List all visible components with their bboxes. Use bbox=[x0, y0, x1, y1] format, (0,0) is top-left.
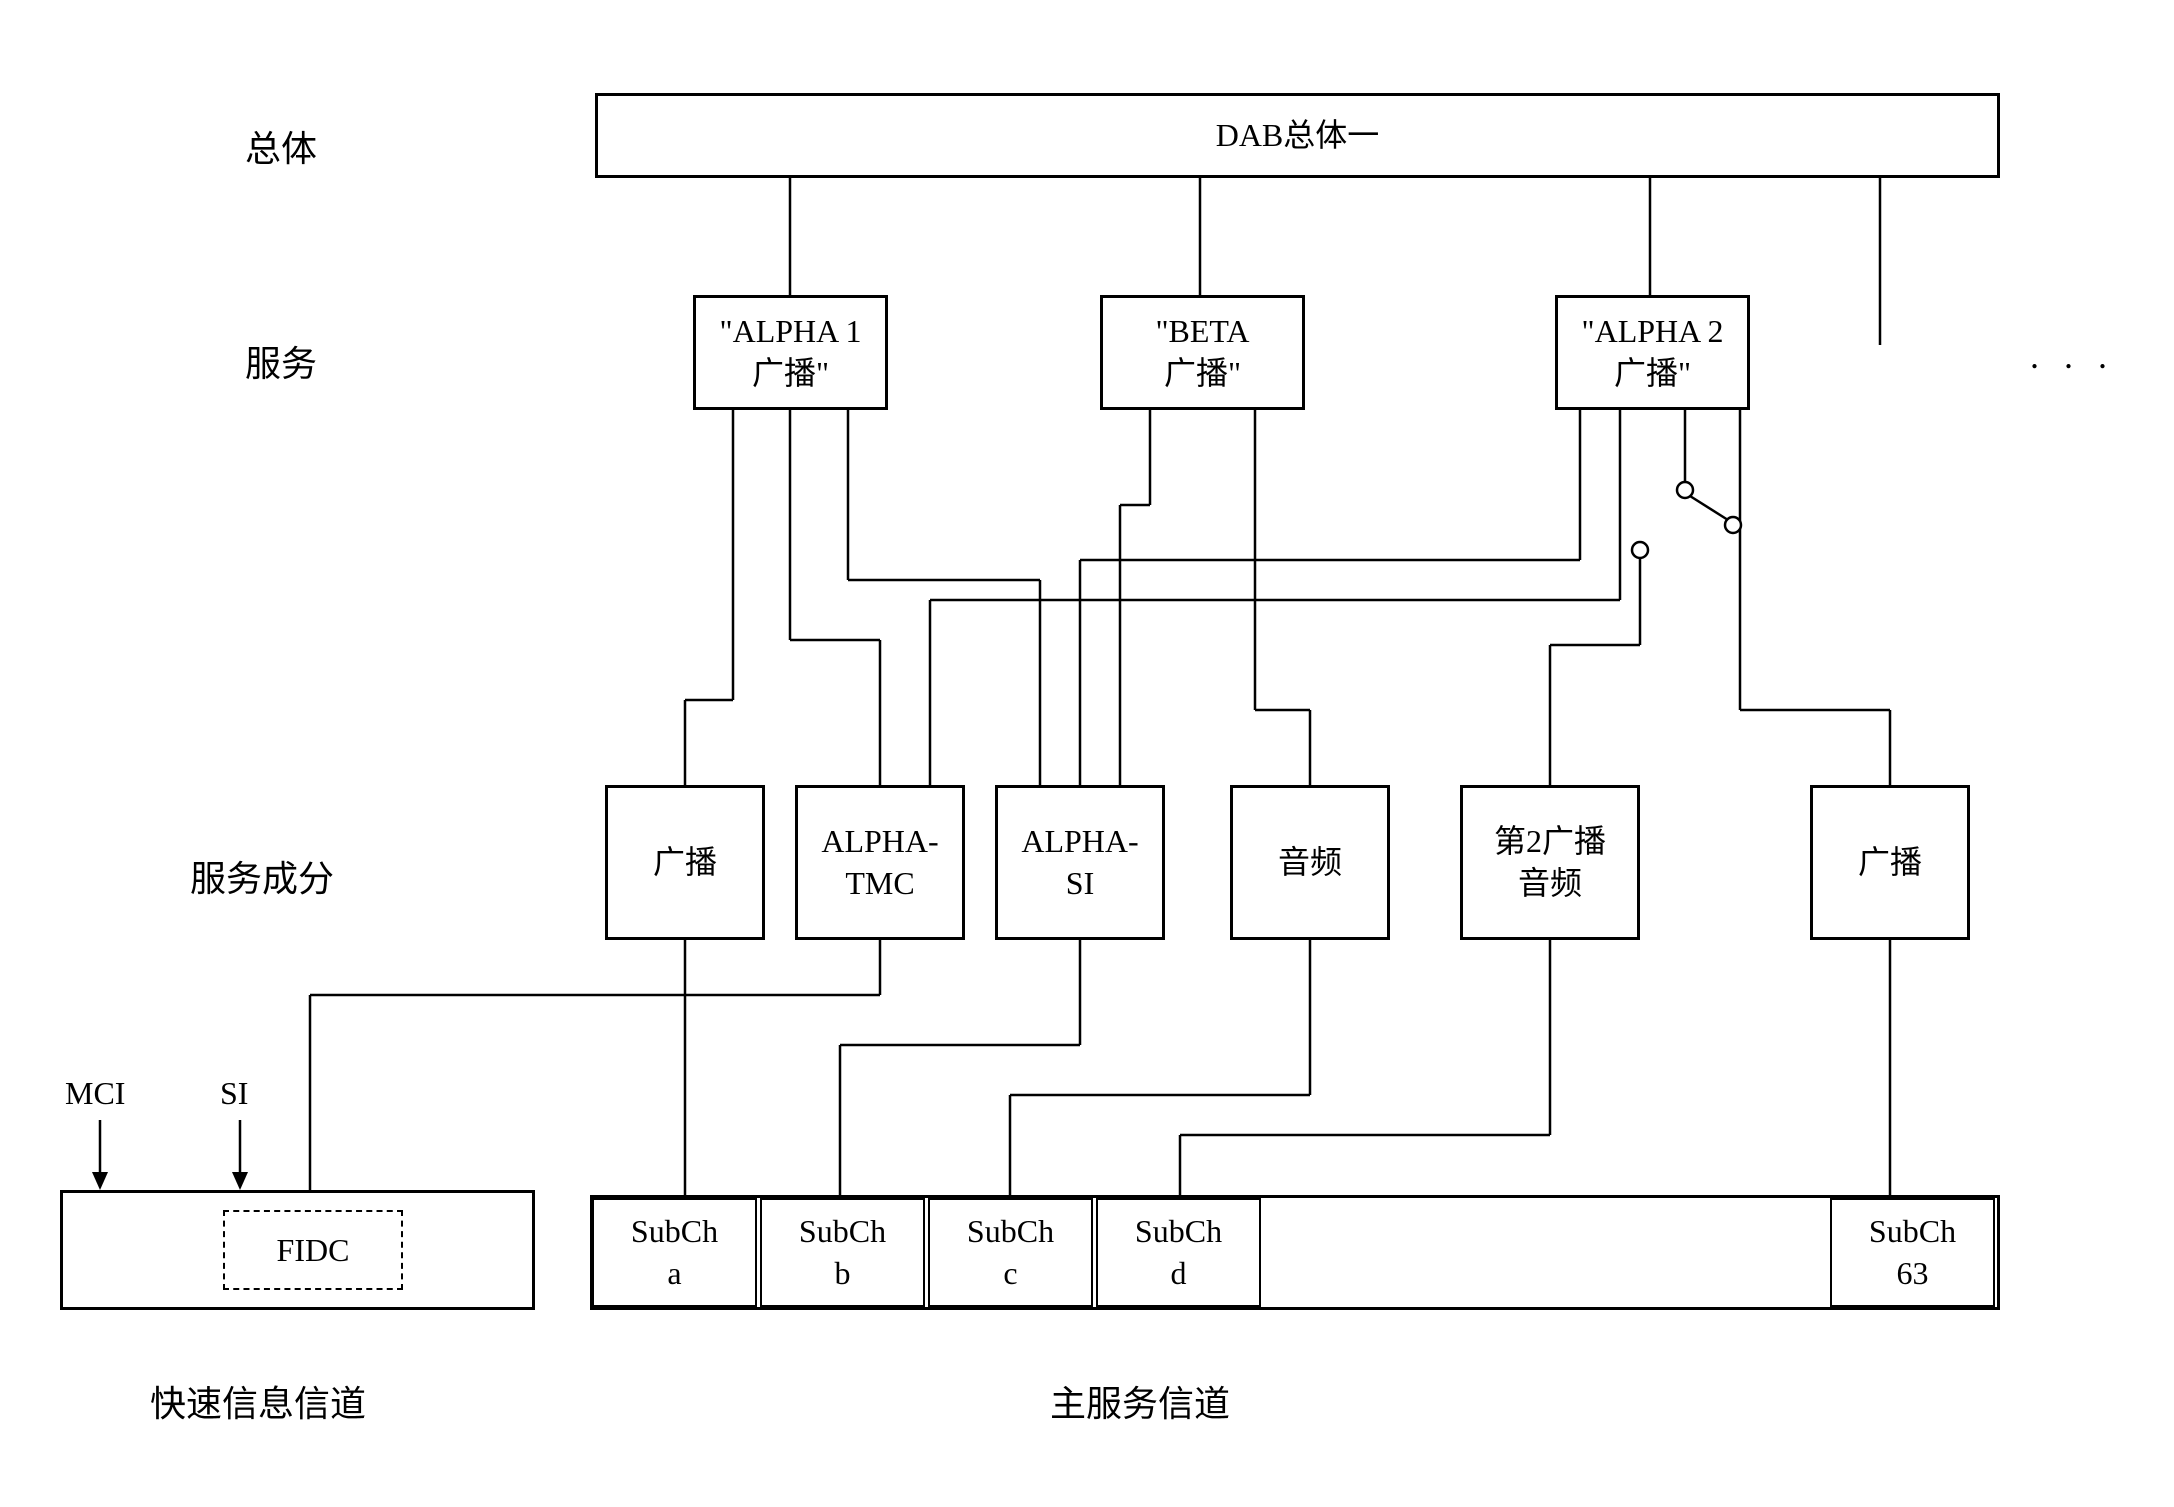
overall-label: 总体 bbox=[245, 120, 317, 172]
mci-label: MCI bbox=[65, 1075, 125, 1112]
ensemble-box: DAB总体一 bbox=[595, 93, 2000, 178]
service-alpha1: "ALPHA 1 广播" bbox=[693, 295, 888, 410]
fidc-text: FIDC bbox=[277, 1232, 350, 1269]
ensemble-text: DAB总体一 bbox=[1216, 115, 1380, 157]
component-broadcast1-text: 广播 bbox=[653, 842, 717, 884]
si-label: SI bbox=[220, 1075, 248, 1112]
component-radio2-text: 第2广播 音频 bbox=[1494, 821, 1606, 904]
subch-a: SubCh a bbox=[592, 1198, 757, 1307]
subch-63-text: SubCh 63 bbox=[1869, 1211, 1956, 1294]
subch-b: SubCh b bbox=[760, 1198, 925, 1307]
subch-d: SubCh d bbox=[1096, 1198, 1261, 1307]
component-audio: 音频 bbox=[1230, 785, 1390, 940]
subch-c-text: SubCh c bbox=[967, 1211, 1054, 1294]
service-beta-line2: 广播" bbox=[1164, 353, 1241, 395]
subch-c: SubCh c bbox=[928, 1198, 1093, 1307]
service-alpha2-line1: "ALPHA 2 bbox=[1582, 311, 1724, 353]
service-alpha2: "ALPHA 2 广播" bbox=[1555, 295, 1750, 410]
service-label: 服务 bbox=[245, 335, 317, 387]
service-alpha1-line2: 广播" bbox=[752, 353, 829, 395]
service-beta-line1: "BETA bbox=[1155, 311, 1249, 353]
component-broadcast2-text: 广播 bbox=[1858, 842, 1922, 884]
service-alpha1-line1: "ALPHA 1 bbox=[720, 311, 862, 353]
subch-b-text: SubCh b bbox=[799, 1211, 886, 1294]
component-radio2: 第2广播 音频 bbox=[1460, 785, 1640, 940]
subch-a-text: SubCh a bbox=[631, 1211, 718, 1294]
component-broadcast1: 广播 bbox=[605, 785, 765, 940]
component-alpha-si-text: ALPHA- SI bbox=[1021, 821, 1138, 904]
service-beta: "BETA 广播" bbox=[1100, 295, 1305, 410]
fidc-inner-box: FIDC bbox=[223, 1210, 403, 1290]
components-label: 服务成分 bbox=[190, 850, 334, 902]
subch-63: SubCh 63 bbox=[1830, 1198, 1995, 1307]
main-service-channel-label: 主服务信道 bbox=[1050, 1375, 1230, 1427]
subch-d-text: SubCh d bbox=[1135, 1211, 1222, 1294]
component-alpha-si: ALPHA- SI bbox=[995, 785, 1165, 940]
component-broadcast2: 广播 bbox=[1810, 785, 1970, 940]
component-audio-text: 音频 bbox=[1278, 842, 1342, 884]
fast-info-channel-label: 快速信息信道 bbox=[150, 1375, 366, 1427]
component-alpha-tmc-text: ALPHA- TMC bbox=[821, 821, 938, 904]
ellipsis-label: . . . bbox=[2030, 335, 2115, 377]
service-alpha2-line2: 广播" bbox=[1614, 353, 1691, 395]
component-alpha-tmc: ALPHA- TMC bbox=[795, 785, 965, 940]
